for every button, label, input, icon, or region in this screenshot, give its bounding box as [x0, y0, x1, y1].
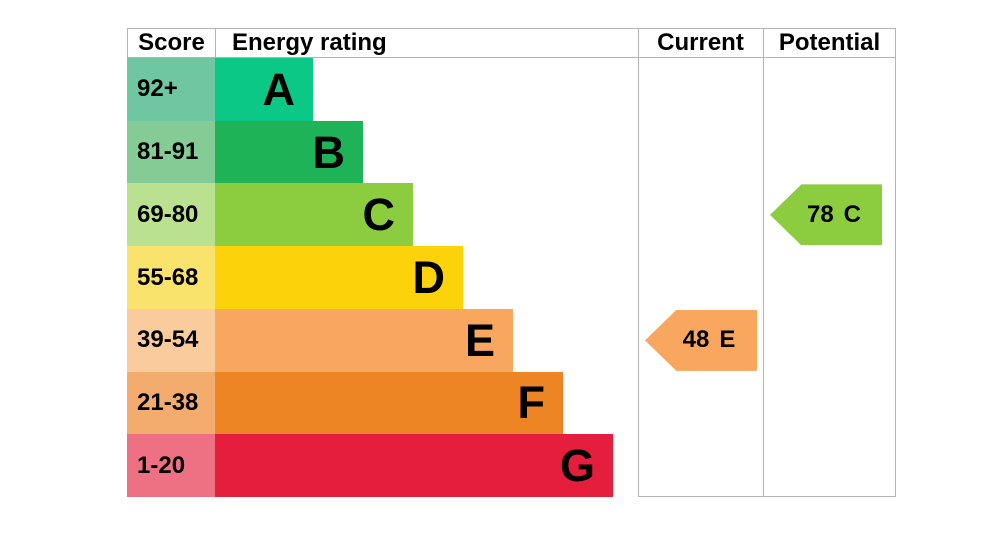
band-bar-f: F: [215, 371, 563, 435]
score-range-b: 81-91: [127, 120, 215, 184]
band-bar-b: B: [215, 120, 363, 184]
band-row-g: 1-20 G: [127, 434, 896, 498]
column-divider-current-left: [638, 28, 639, 497]
score-range-g: 1-20: [127, 434, 215, 498]
score-range-d: 55-68: [127, 246, 215, 309]
band-row-a: 92+ A: [127, 58, 896, 121]
band-bar-g: G: [215, 434, 613, 498]
score-range-f: 21-38: [127, 371, 215, 435]
band-row-c: 69-80 C: [127, 183, 896, 247]
score-range-e: 39-54: [127, 308, 215, 372]
band-bar-e: E: [215, 308, 513, 372]
current-rating-value: 48: [682, 326, 710, 354]
band-row-b: 81-91 B: [127, 120, 896, 184]
table-bottom-border: [638, 496, 896, 497]
band-rows: 92+ A 81-91 B 69-80 C 55-68 D 39-54 E 21-38 F 1-20 G: [127, 58, 896, 498]
table-right-border: [895, 28, 896, 497]
band-bar-c: C: [215, 183, 413, 247]
potential-rating-band: C: [843, 200, 862, 228]
chart-area: Score Energy rating Current Potential 92…: [127, 28, 896, 498]
current-rating-band: E: [719, 326, 736, 354]
table-header: Score Energy rating Current Potential: [127, 28, 896, 58]
column-header-current: Current: [657, 29, 744, 56]
band-bar-a: A: [215, 58, 313, 121]
column-divider-potential-left: [763, 28, 764, 497]
score-range-a: 92+: [127, 58, 215, 121]
column-header-score: Score: [127, 29, 215, 57]
band-row-d: 55-68 D: [127, 246, 896, 309]
band-row-f: 21-38 F: [127, 371, 896, 435]
band-row-e: 39-54 E: [127, 308, 896, 372]
score-range-c: 69-80: [127, 183, 215, 247]
band-bar-d: D: [215, 246, 463, 309]
column-header-energy-rating: Energy rating: [215, 29, 638, 57]
potential-rating-value: 78: [806, 200, 834, 228]
column-header-potential: Potential: [778, 29, 881, 56]
